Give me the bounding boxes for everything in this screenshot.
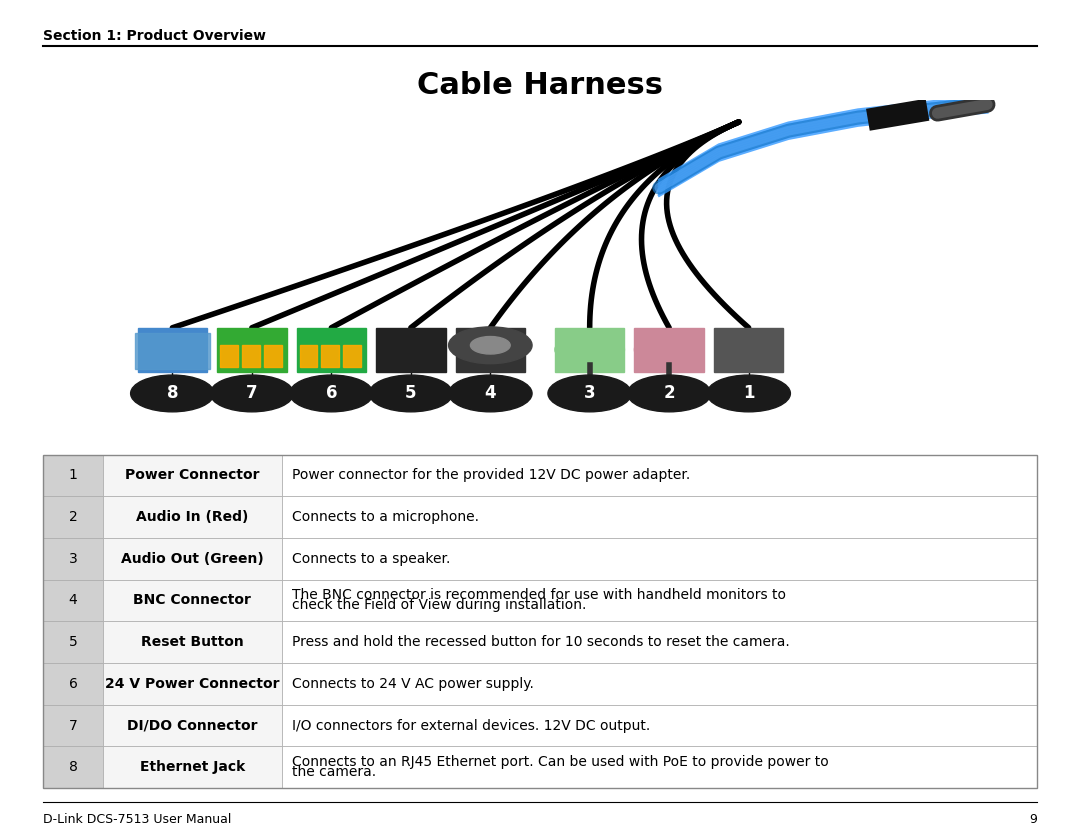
Text: 2: 2 (663, 384, 675, 403)
Text: D-Link DCS-7513 User Manual: D-Link DCS-7513 User Manual (43, 813, 231, 826)
Text: Audio In (Red): Audio In (Red) (136, 510, 248, 524)
Text: Audio Out (Green): Audio Out (Green) (121, 552, 264, 565)
Bar (297, 328, 366, 372)
Text: Power Connector: Power Connector (125, 469, 259, 482)
Bar (343, 345, 361, 367)
Text: 9: 9 (1029, 813, 1037, 826)
Text: the camera.: the camera. (293, 766, 377, 779)
Bar (555, 328, 624, 372)
Text: I/O connectors for external devices. 12V DC output.: I/O connectors for external devices. 12V… (293, 719, 651, 732)
Text: 1: 1 (743, 384, 755, 403)
Text: 7: 7 (69, 719, 78, 732)
Bar (299, 345, 318, 367)
Text: Connects to 24 V AC power supply.: Connects to 24 V AC power supply. (293, 677, 535, 691)
Text: 4: 4 (69, 594, 78, 607)
Circle shape (707, 375, 791, 412)
Bar (322, 345, 339, 367)
Bar (456, 328, 525, 372)
Text: 3: 3 (69, 552, 78, 565)
Bar (137, 328, 207, 372)
FancyBboxPatch shape (103, 538, 282, 580)
Text: Ethernet Jack: Ethernet Jack (139, 761, 245, 774)
Bar (220, 345, 238, 367)
Text: 2: 2 (69, 510, 78, 524)
FancyBboxPatch shape (43, 580, 103, 621)
Bar (135, 334, 211, 369)
FancyBboxPatch shape (282, 580, 1037, 621)
Bar (376, 328, 446, 372)
FancyBboxPatch shape (282, 538, 1037, 580)
Text: The BNC connector is recommended for use with handheld monitors to: The BNC connector is recommended for use… (293, 589, 786, 602)
Circle shape (548, 375, 632, 412)
Text: Section 1: Product Overview: Section 1: Product Overview (43, 29, 266, 43)
FancyBboxPatch shape (43, 538, 103, 580)
Text: check the Field of View during installation.: check the Field of View during installat… (293, 599, 586, 612)
FancyBboxPatch shape (103, 580, 282, 621)
FancyBboxPatch shape (103, 621, 282, 663)
Circle shape (627, 375, 711, 412)
FancyBboxPatch shape (103, 496, 282, 538)
FancyBboxPatch shape (103, 705, 282, 746)
Circle shape (369, 375, 453, 412)
Text: 4: 4 (485, 384, 496, 403)
Bar (264, 345, 282, 367)
FancyBboxPatch shape (43, 746, 103, 788)
Text: 5: 5 (69, 636, 78, 649)
FancyBboxPatch shape (282, 746, 1037, 788)
FancyBboxPatch shape (282, 663, 1037, 705)
Text: 5: 5 (405, 384, 417, 403)
Circle shape (471, 336, 510, 354)
FancyBboxPatch shape (43, 663, 103, 705)
Text: DI/DO Connector: DI/DO Connector (127, 719, 257, 732)
FancyBboxPatch shape (43, 705, 103, 746)
FancyBboxPatch shape (282, 621, 1037, 663)
Text: Press and hold the recessed button for 10 seconds to reset the camera.: Press and hold the recessed button for 1… (293, 636, 791, 649)
FancyBboxPatch shape (282, 455, 1037, 496)
Text: Connects to a speaker.: Connects to a speaker. (293, 552, 450, 565)
Text: 6: 6 (68, 677, 78, 691)
Text: 6: 6 (325, 384, 337, 403)
Circle shape (555, 334, 624, 365)
FancyBboxPatch shape (282, 496, 1037, 538)
FancyBboxPatch shape (43, 496, 103, 538)
Circle shape (448, 375, 532, 412)
Text: 8: 8 (68, 761, 78, 774)
Bar (634, 328, 704, 372)
Text: 8: 8 (166, 384, 178, 403)
FancyBboxPatch shape (103, 663, 282, 705)
FancyBboxPatch shape (103, 455, 282, 496)
Text: 1: 1 (68, 469, 78, 482)
Circle shape (131, 375, 214, 412)
Text: 7: 7 (246, 384, 258, 403)
Circle shape (634, 334, 704, 365)
Text: Power connector for the provided 12V DC power adapter.: Power connector for the provided 12V DC … (293, 469, 691, 482)
Text: BNC Connector: BNC Connector (133, 594, 252, 607)
FancyBboxPatch shape (282, 705, 1037, 746)
Text: 24 V Power Connector: 24 V Power Connector (105, 677, 280, 691)
Circle shape (448, 327, 532, 364)
FancyBboxPatch shape (43, 621, 103, 663)
Bar (242, 345, 260, 367)
Bar (217, 328, 286, 372)
FancyBboxPatch shape (103, 746, 282, 788)
Text: Connects to an RJ45 Ethernet port. Can be used with PoE to provide power to: Connects to an RJ45 Ethernet port. Can b… (293, 756, 829, 769)
Text: Connects to a microphone.: Connects to a microphone. (293, 510, 480, 524)
Text: 3: 3 (584, 384, 595, 403)
Circle shape (289, 375, 373, 412)
Circle shape (211, 375, 294, 412)
Text: Reset Button: Reset Button (140, 636, 244, 649)
Bar (714, 328, 783, 372)
Text: Cable Harness: Cable Harness (417, 71, 663, 100)
FancyBboxPatch shape (43, 455, 103, 496)
